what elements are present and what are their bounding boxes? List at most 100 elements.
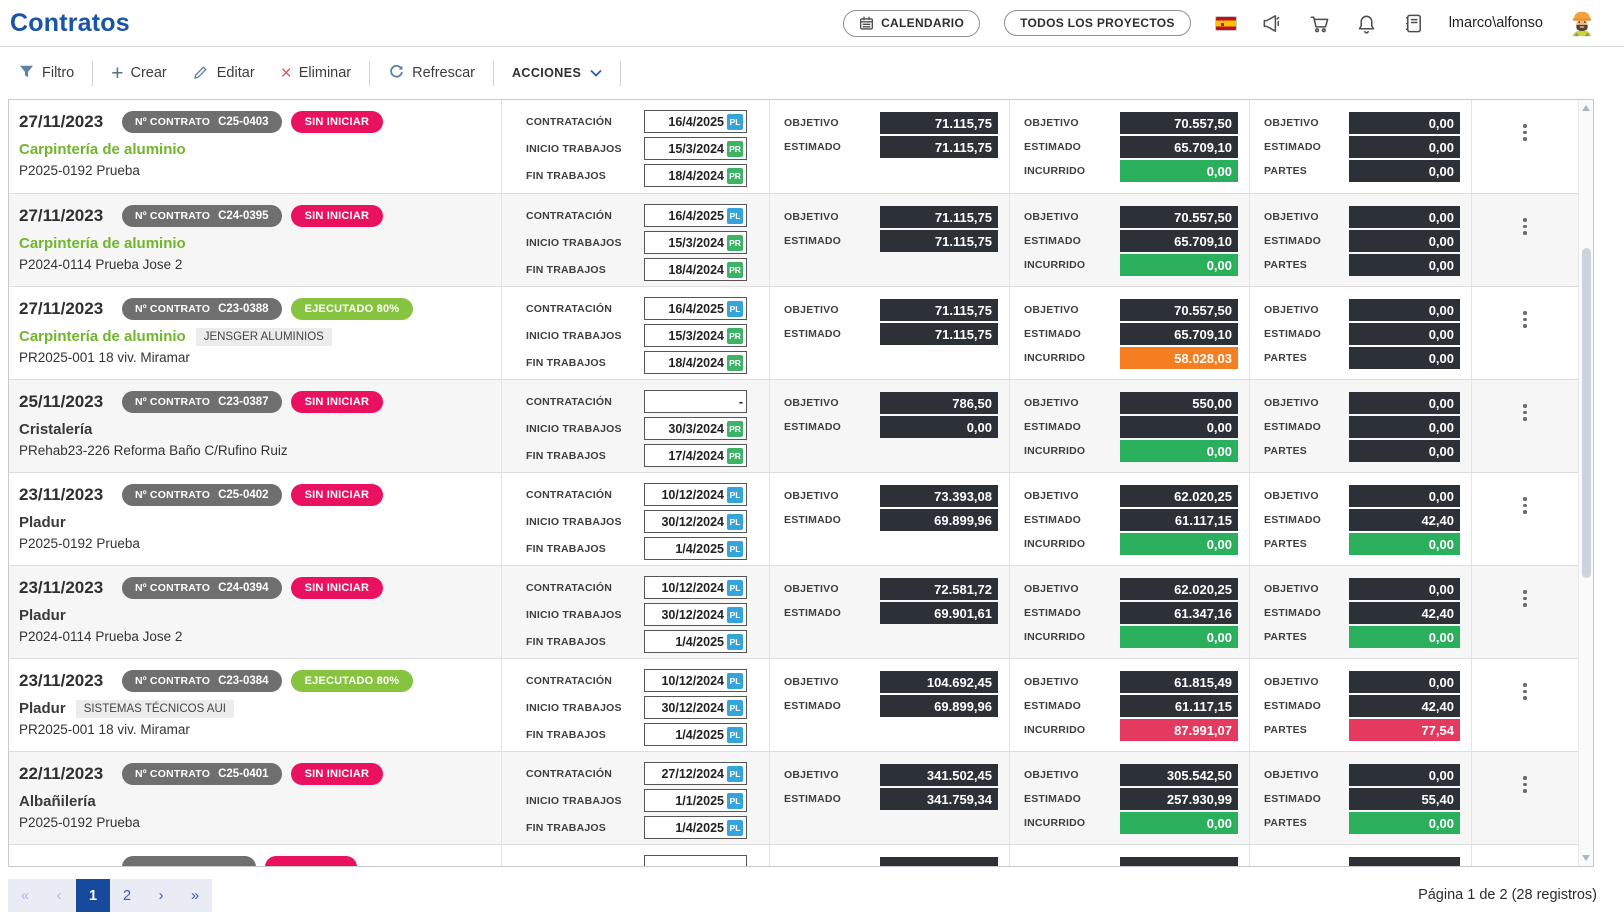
kebab-menu-icon[interactable] [1519,493,1531,565]
actions-label: ACCIONES [512,66,582,80]
scrollbar-thumb[interactable] [1581,248,1591,578]
date-value: 1/4/2025 [675,727,724,742]
scroll-up-arrow-icon[interactable] [1582,105,1590,111]
cart-icon[interactable] [1308,12,1331,35]
row-dates-cell: CONTRATACIÓN 16/4/2025 PL INICIO TRABAJOS 15… [501,100,769,193]
spain-flag-icon[interactable] [1214,15,1237,31]
date-field-label: FIN TRABAJOS [526,263,606,276]
row-totals-group: OBJETIVO 786,50 ESTIMADO 0,00 [769,380,1009,472]
value-box: 0,00 [1348,533,1460,555]
kebab-menu-icon[interactable] [1519,679,1531,751]
avatar[interactable] [1567,8,1597,38]
table-row[interactable]: 23/11/2023 Nº CONTRATO C23-0384 EJECUTADO 8… [9,658,1578,751]
date-input[interactable]: 10/12/2024 PL [644,576,747,599]
date-input[interactable]: 18/4/2024 PR [644,351,747,374]
table-row[interactable]: 23/11/2023 Nº CONTRATO C25-0402 SIN INICIAR… [9,472,1578,565]
kebab-menu-icon[interactable] [1519,120,1531,193]
edit-button[interactable]: Editar [185,63,263,84]
row-actions-cell [1471,752,1578,844]
value-label: PARTES [1264,165,1308,177]
date-field-label: CONTRATACIÓN [526,674,613,687]
pagination-last[interactable]: » [190,887,200,904]
date-value: 30/12/2024 [661,514,724,529]
create-button[interactable]: + Crear [103,63,175,84]
x-icon: × [280,62,292,84]
actions-dropdown[interactable]: ACCIONES [504,66,610,80]
date-input[interactable]: 18/4/2024 PR [644,258,747,281]
date-input[interactable]: 1/4/2025 PL [644,630,747,653]
refresh-button[interactable]: Refrescar [380,63,483,84]
date-input[interactable]: 17/4/2024 PR [644,444,747,467]
date-input[interactable]: 1/1/2025 PL [644,789,747,812]
row-main-cell: 27/11/2023 Nº CONTRATO C24-0395 SIN INICIAR… [9,194,501,286]
kebab-menu-icon[interactable] [1519,307,1531,379]
date-input[interactable]: 1/4/2025 PL [644,816,747,839]
contract-number: C25-0402 [218,488,269,501]
date-input[interactable]: 30/12/2024 PL [644,603,747,626]
kebab-menu-icon[interactable] [1519,214,1531,286]
table-rows: 27/11/2023 Nº CONTRATO C25-0403 SIN INICIAR… [9,100,1578,866]
pagination-prev[interactable]: ‹ [56,887,62,904]
calendar-button[interactable]: CALENDARIO [843,9,981,37]
value-label: INCURRIDO [1024,165,1086,177]
date-input[interactable]: 16/4/2025 PL [644,110,747,133]
date-input[interactable]: 30/3/2024 PR [644,417,747,440]
filter-label: Filtro [42,65,75,81]
table-row[interactable]: 23/11/2023 Nº CONTRATO C24-0394 SIN INICIAR… [9,565,1578,658]
table-row[interactable]: 27/11/2023 Nº CONTRATO C23-0388 EJECUTADO 8… [9,286,1578,379]
contract-badge: Nº CONTRATO C25-0403 [122,110,282,133]
pagination-first[interactable]: « [20,887,30,904]
value-label: ESTIMADO [1024,328,1082,340]
kebab-menu-icon[interactable] [1519,400,1531,472]
vertical-scrollbar[interactable] [1578,100,1593,866]
date-input[interactable]: 10/12/2024 PL [644,483,747,506]
table-row-partial [9,844,1578,866]
scroll-down-arrow-icon[interactable] [1582,855,1590,861]
date-input[interactable]: 30/12/2024 PL [644,510,747,533]
all-projects-button[interactable]: TODOS LOS PROYECTOS [1004,10,1191,36]
bell-icon[interactable] [1355,12,1378,35]
row-actions-cell [1471,380,1578,472]
value-label: ESTIMADO [784,700,842,712]
date-input[interactable]: 16/4/2025 PL [644,204,747,227]
date-input[interactable]: - [644,390,747,413]
contract-name: Carpintería de aluminio [19,328,186,345]
journal-icon[interactable] [1402,12,1425,35]
table-row[interactable]: 27/11/2023 Nº CONTRATO C25-0403 SIN INICIAR… [9,100,1578,193]
date-input[interactable]: 30/12/2024 PL [644,696,747,719]
delete-button[interactable]: × Eliminar [273,64,359,83]
date-input[interactable]: 15/3/2024 PR [644,324,747,347]
table-row[interactable]: 25/11/2023 Nº CONTRATO C23-0387 SIN INICIAR… [9,379,1578,472]
date-input[interactable]: 15/3/2024 PR [644,231,747,254]
megaphone-icon[interactable] [1261,12,1284,35]
row-partes-group: OBJETIVO 0,00 ESTIMADO 0,00 PARTES 0,00 [1249,100,1471,193]
pagination-page-1[interactable]: 1 [76,879,110,912]
contract-badge: Nº CONTRATO C25-0402 [122,483,282,506]
date-input[interactable]: 15/3/2024 PR [644,137,747,160]
pagination-next[interactable]: › [158,887,164,904]
date-field-label: FIN TRABAJOS [526,449,606,462]
kebab-menu-icon[interactable] [1519,772,1531,844]
date-input[interactable]: 18/4/2024 PR [644,164,747,187]
date-value: 16/4/2025 [668,208,724,223]
status-badge: SIN INICIAR [290,110,384,133]
date-input[interactable] [644,855,747,866]
date-input[interactable]: 10/12/2024 PL [644,669,747,692]
kebab-menu-icon[interactable] [1519,586,1531,658]
value-label: OBJETIVO [1024,490,1079,502]
date-input[interactable]: 16/4/2025 PL [644,297,747,320]
pagination-page-2[interactable]: 2 [122,887,132,904]
date-input[interactable]: 1/4/2025 PL [644,723,747,746]
row-objective-group: OBJETIVO 70.557,50 ESTIMADO 65.709,10 INCURR… [1009,100,1249,193]
table-row[interactable]: 27/11/2023 Nº CONTRATO C24-0395 SIN INICIAR… [9,193,1578,286]
date-input[interactable]: 1/4/2025 PL [644,537,747,560]
table-row[interactable]: 22/11/2023 Nº CONTRATO C25-0401 SIN INICIAR… [9,751,1578,844]
date-input[interactable]: 27/12/2024 PL [644,762,747,785]
value-label: PARTES [1264,538,1308,550]
value-box: 0,00 [1348,578,1460,600]
filter-button[interactable]: Filtro [10,63,82,84]
status-badge: SIN INICIAR [290,483,384,506]
create-label: Crear [130,65,167,81]
value-label: ESTIMADO [1024,700,1082,712]
